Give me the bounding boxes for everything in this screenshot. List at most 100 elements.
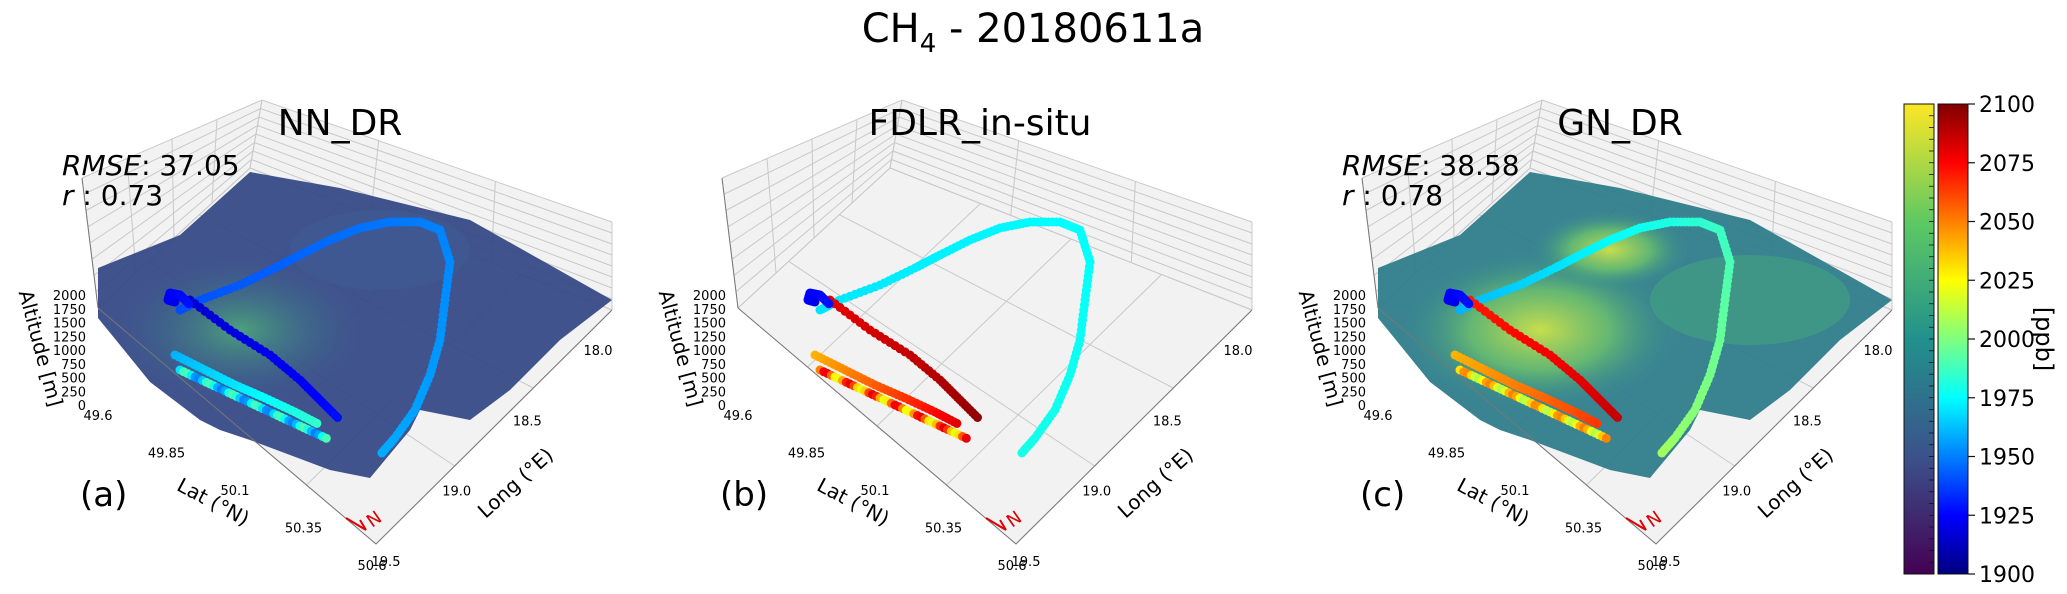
lat-tick-label: 49.6 (1364, 409, 1393, 424)
colorbar-track-strip (1937, 103, 1969, 575)
lat-tick-label: 49.6 (84, 409, 113, 424)
alt-tick-label: 1250 (1333, 330, 1366, 345)
axis-edge (737, 307, 1253, 545)
lat-axis-label: Lat (°N) (173, 473, 253, 531)
grid-line (83, 107, 613, 234)
alt-tick-label: 2000 (53, 289, 86, 304)
colorbar-tick-label: 2025 (1979, 269, 2035, 294)
r-text: r : 0.78 (1342, 179, 1443, 212)
alt-tick-label: 1750 (53, 303, 86, 318)
track-point (952, 418, 962, 428)
surface-contour (290, 210, 470, 290)
lat-tick-label: 49.85 (148, 447, 185, 462)
alt-tick-label: 0 (718, 399, 726, 414)
lat-tick-label: 50.35 (925, 522, 962, 537)
alt-tick-label: 1500 (53, 317, 86, 332)
alt-tick-label: 1000 (1333, 344, 1366, 359)
compass-arrow (359, 519, 367, 531)
back-pane-left (722, 100, 902, 308)
alt-tick-label: 1750 (1333, 303, 1366, 318)
grid-line (91, 141, 613, 278)
grid-line (1363, 107, 1893, 234)
track-point (1464, 299, 1474, 309)
alt-tick-label: 1750 (693, 303, 726, 318)
rmse-text: RMSE: 38.58 (1342, 149, 1520, 182)
grid-line (735, 158, 1253, 300)
long-tick-label: 18.0 (1864, 344, 1893, 359)
grid-line (737, 167, 891, 309)
grid-line (807, 203, 981, 368)
alt-tick-label: 2000 (1333, 289, 1366, 304)
long-tick-label: 19.5 (372, 555, 401, 570)
colorbar-label: [ppb] (2030, 307, 2058, 371)
back-pane-right (890, 100, 1252, 310)
alt-tick-label: 750 (1341, 358, 1366, 373)
panel-title: NN_DR (278, 103, 403, 144)
lat-tick-label: 49.85 (788, 447, 825, 462)
long-axis-label: Long (°E) (473, 443, 558, 523)
lat-axis-label: Lat (°N) (1453, 473, 1533, 531)
track-point (184, 299, 194, 309)
grid-line (839, 214, 1174, 389)
track-point (973, 413, 982, 422)
title-subscript: 4 (920, 29, 937, 59)
track-point (1613, 413, 1622, 422)
panel-label: (c) (1360, 475, 1405, 515)
r-text: r : 0.73 (62, 179, 163, 212)
track-point (1592, 418, 1602, 428)
compass-arrow (985, 517, 1007, 531)
grid-line (85, 116, 613, 245)
colorbar-ticks: 1900 1925 1950 1975 2000 2025 2050 2075 2100 (1929, 93, 2035, 588)
track-point (824, 299, 834, 309)
title-rest: - 20180611a (936, 6, 1204, 52)
lat-tick-label: 50.1 (1501, 484, 1530, 499)
compass-arrow (999, 519, 1007, 531)
long-tick-label: 18.0 (1224, 344, 1253, 359)
lat-tick-label: 49.6 (724, 409, 753, 424)
lat-axis-label: Lat (°N) (813, 473, 893, 531)
r-value: : 0.78 (1354, 179, 1444, 212)
colorbar-tick-label: 2100 (1979, 93, 2035, 118)
long-tick-label: 18.5 (1793, 414, 1822, 429)
r-value: : 0.73 (74, 179, 164, 212)
alt-tick-label: 0 (78, 399, 86, 414)
lat-tick-label: 50.1 (221, 484, 250, 499)
grid-line (1367, 124, 1893, 256)
alt-tick-label: 1000 (693, 344, 726, 359)
grid-line (1369, 133, 1893, 267)
grid-line (1365, 116, 1893, 245)
track-point (1657, 448, 1667, 458)
grid-line (727, 124, 1253, 256)
axis-edge (721, 177, 739, 309)
alt-tick-label: 1500 (693, 317, 726, 332)
alt-tick-label: 250 (701, 385, 726, 400)
alt-tick-label: 250 (61, 385, 86, 400)
long-tick-label: 18.5 (513, 414, 542, 429)
panel-label: (a) (80, 475, 127, 515)
grid-line (725, 116, 1253, 245)
alt-tick-label: 750 (701, 358, 726, 373)
alt-tick-label: 1000 (53, 344, 86, 359)
colorbar-tick-label: 2000 (1979, 328, 2035, 353)
colorbar-tick-label: 1925 (1979, 504, 2035, 529)
axis-edge (1361, 177, 1379, 309)
long-tick-label: 19.5 (1652, 555, 1681, 570)
rmse-value: : 38.58 (1421, 149, 1520, 182)
colorbar-tick-label: 1975 (1979, 387, 2035, 412)
r-label: r (62, 179, 75, 212)
lat-tick-label: 50.6 (358, 559, 387, 574)
grid-line (733, 150, 1253, 289)
long-axis-label: Long (°E) (1113, 443, 1198, 523)
alt-tick-label: 500 (701, 372, 726, 387)
grid-line (81, 99, 613, 223)
back-pane-left (82, 100, 262, 308)
long-tick-label: 19.0 (442, 485, 471, 500)
lat-tick-label: 50.35 (1565, 522, 1602, 537)
alt-tick-label: 500 (61, 372, 86, 387)
long-tick-label: 18.0 (584, 344, 613, 359)
alt-tick-label: 250 (1341, 385, 1366, 400)
colorbar: 1900 1925 1950 1975 2000 2025 2050 2075 2100 [pp… (1903, 93, 2058, 588)
